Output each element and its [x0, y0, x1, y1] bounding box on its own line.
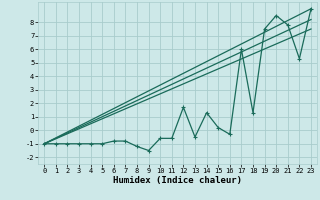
X-axis label: Humidex (Indice chaleur): Humidex (Indice chaleur) — [113, 176, 242, 185]
